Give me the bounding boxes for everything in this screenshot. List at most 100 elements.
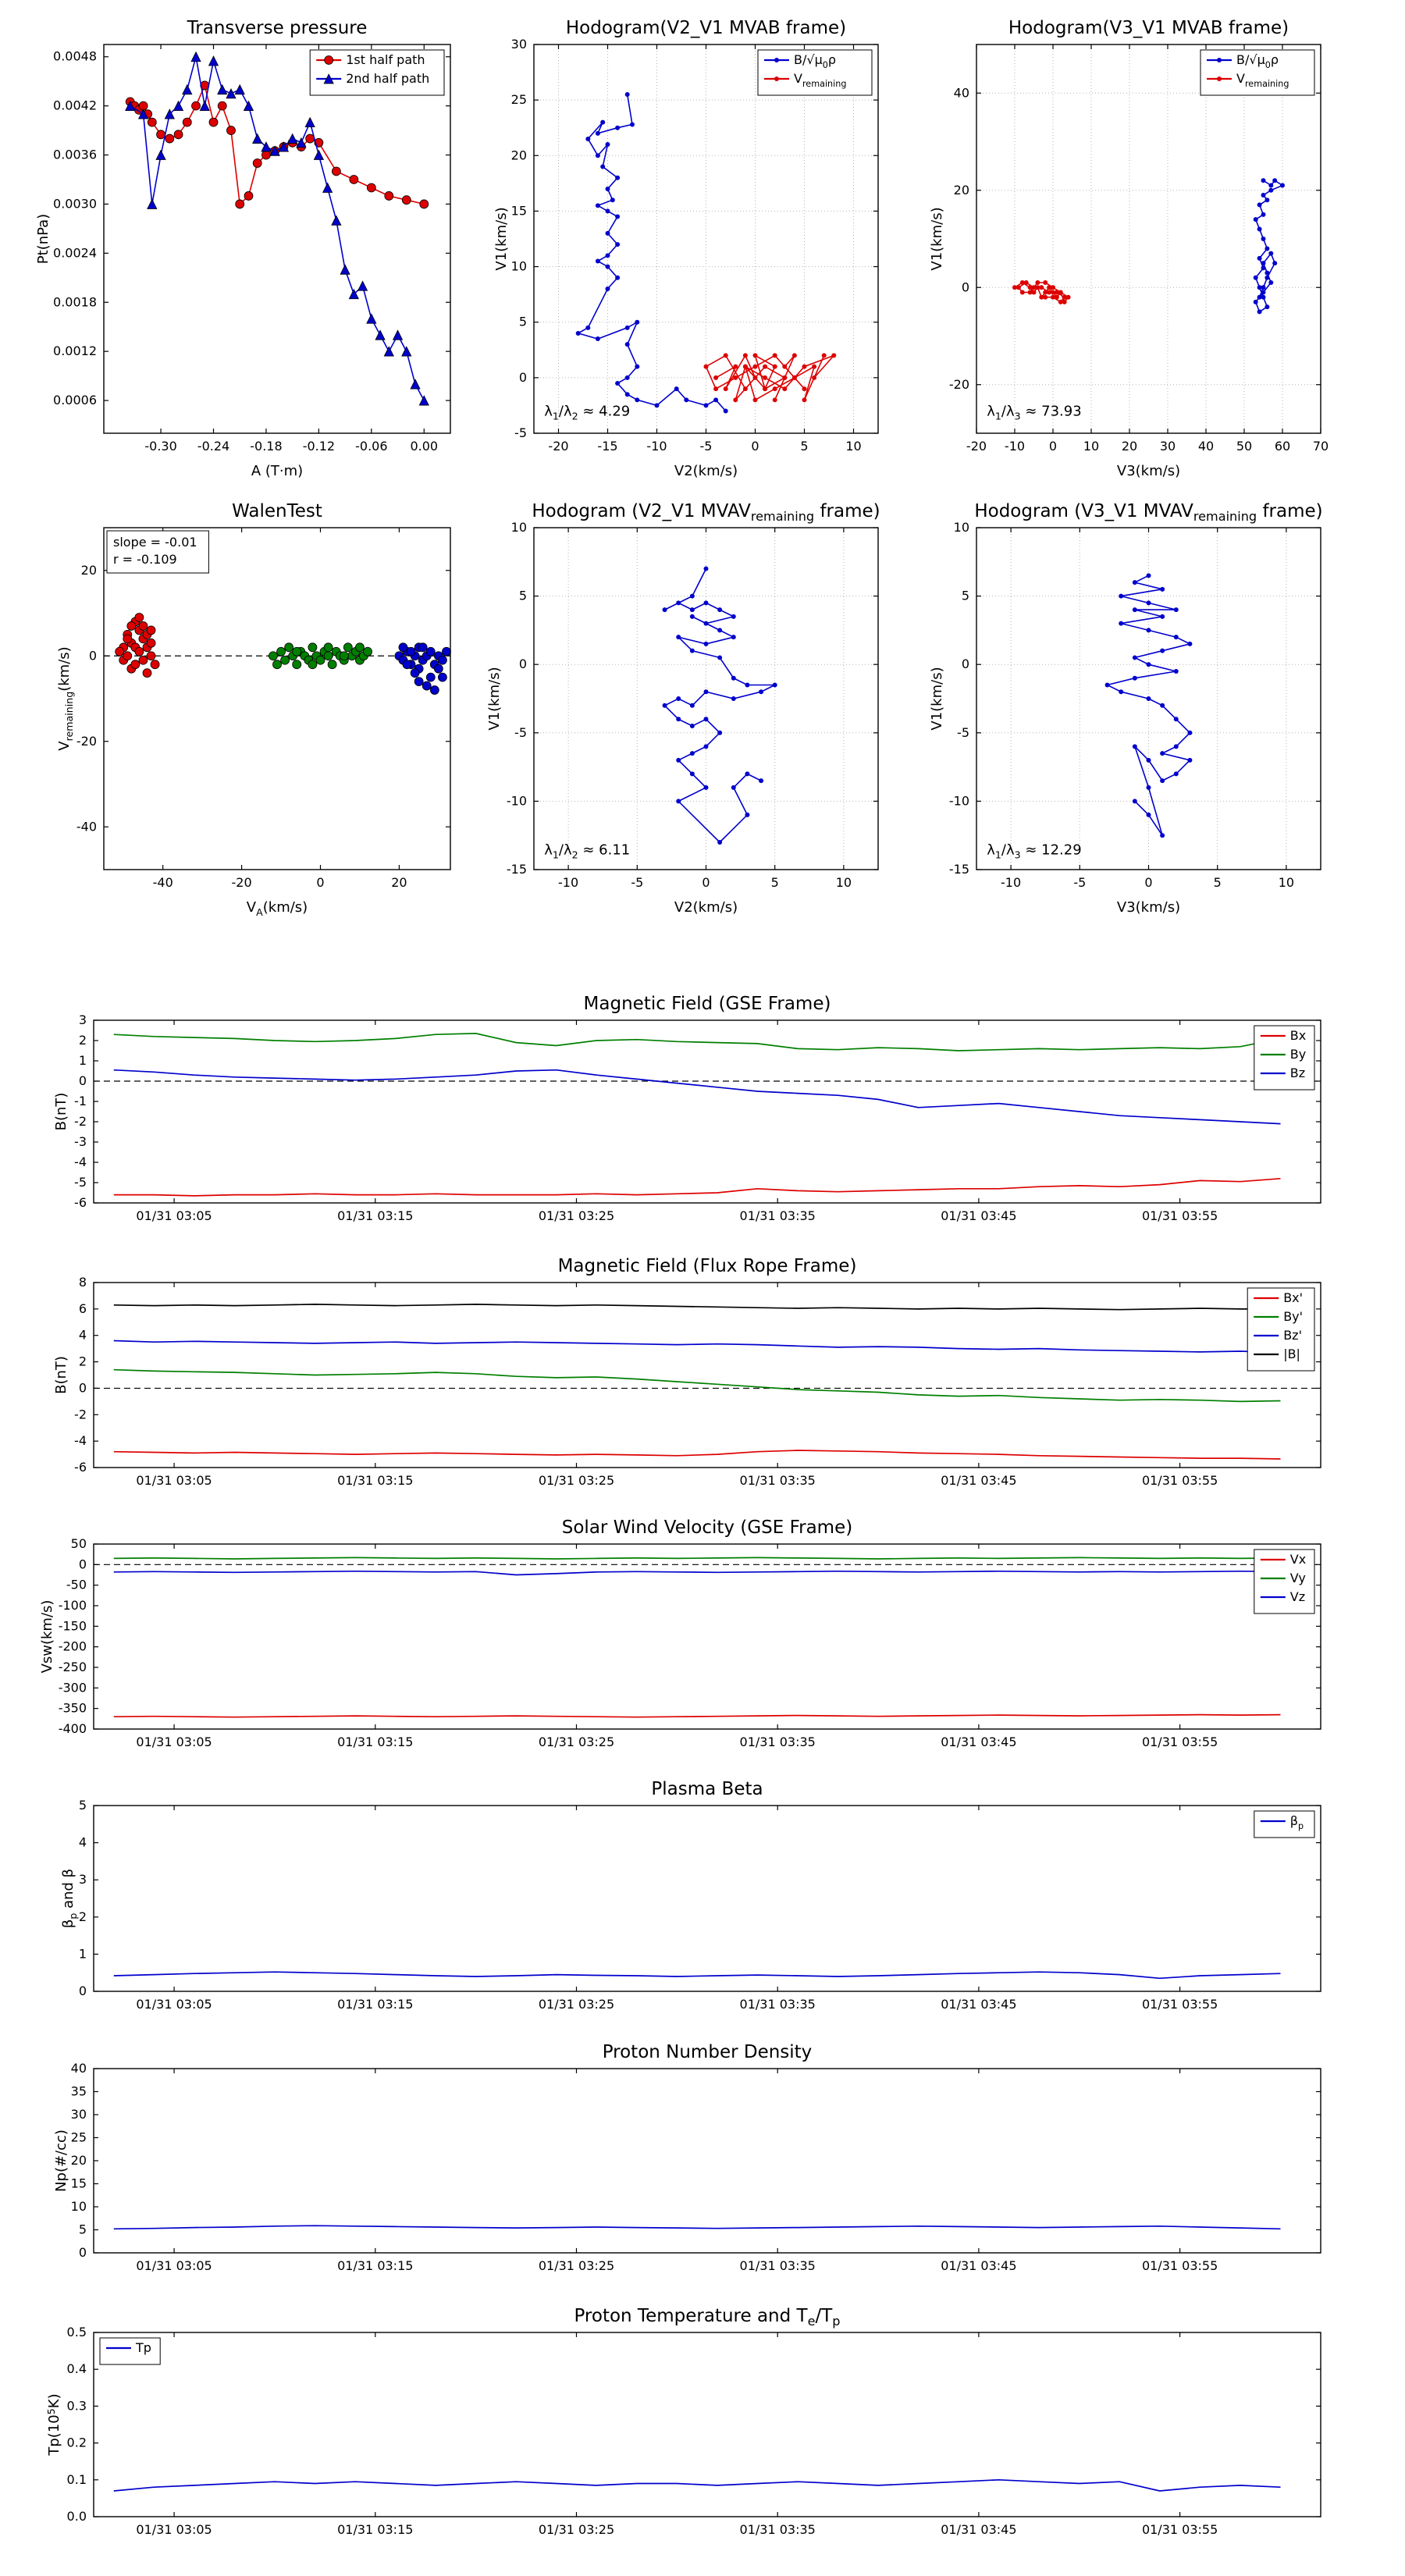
proton-temp-ytick: 0.0 — [67, 2509, 87, 2524]
walen-test-series-markers — [269, 642, 372, 670]
svg-text:Vx: Vx — [1290, 1552, 1306, 1567]
velocity-gse-xtick: 01/31 03:15 — [337, 1735, 413, 1749]
hodogram-v2v1-mvav-xtick: -10 — [558, 875, 578, 890]
proton-density-ytick: 0 — [79, 2245, 87, 2260]
walen-test-textbox: slope = -0.01 r = -0.109 — [106, 530, 209, 574]
proton-density-ytick: 30 — [71, 2107, 87, 2122]
walen-test-xtick: 20 — [391, 875, 407, 890]
walen-test-xtick: -20 — [232, 875, 252, 890]
mag-fluxrope-ytick: 0 — [79, 1380, 87, 1395]
velocity-gse-title: Solar Wind Velocity (GSE Frame) — [562, 1517, 852, 1538]
mag-fluxrope-xtick: 01/31 03:55 — [1142, 1473, 1218, 1488]
proton-temp-ytick: 0.3 — [67, 2398, 87, 2413]
hodogram-v2v1-mvav-ytick: -15 — [507, 862, 527, 877]
proton-density-ytick: 10 — [71, 2199, 87, 2214]
hodogram-v3v1-mvav-xtick: 10 — [1279, 875, 1294, 890]
svg-text:Tp: Tp — [135, 2340, 151, 2355]
svg-text:Vy: Vy — [1290, 1571, 1306, 1585]
velocity-gse-ytick: -150 — [59, 1618, 87, 1633]
velocity-gse-ytick: -100 — [59, 1598, 87, 1613]
mag-fluxrope-xtick: 01/31 03:05 — [136, 1473, 212, 1488]
svg-text:Vz: Vz — [1290, 1589, 1305, 1604]
velocity-gse-xtick: 01/31 03:45 — [941, 1735, 1016, 1749]
hodogram-v2v1-mvav-annotation: λ1/λ2 ≈ 6.11 — [544, 841, 630, 860]
plasma-beta-ytick: 0 — [79, 1984, 87, 1998]
plasma-beta-xtick: 01/31 03:15 — [337, 1997, 413, 2012]
svg-text:Bz': Bz' — [1283, 1328, 1302, 1343]
mag-fluxrope-ytick: 6 — [79, 1301, 87, 1316]
hodogram-v2v1-mvab-title: Hodogram(V2_V1 MVAB frame) — [566, 18, 846, 38]
hodogram-v3v1-mvav-xtick: 0 — [1144, 875, 1152, 890]
hodogram-v3v1-mvab-xtick: 20 — [1122, 439, 1137, 454]
hodogram-v3v1-mvav-ytick: 5 — [962, 589, 969, 603]
hodogram-v2v1-mvab-xtick: -20 — [548, 439, 568, 454]
proton-density-ylabel: Np(#/cc) — [53, 2129, 69, 2192]
hodogram-v2v1-mvav-xtick: 10 — [836, 875, 852, 890]
velocity-gse-xtick: 01/31 03:25 — [539, 1735, 614, 1749]
proton-density-xtick: 01/31 03:15 — [337, 2258, 413, 2273]
svg-text:Bz: Bz — [1290, 1066, 1305, 1080]
proton-temp-xtick: 01/31 03:35 — [740, 2522, 816, 2537]
transverse-pressure-legend: 1st half path 2nd half path — [309, 49, 445, 96]
mag-fluxrope-legend: Bx' By' Bz' |B| — [1247, 1287, 1315, 1372]
mag-fluxrope-xtick: 01/31 03:15 — [337, 1473, 413, 1488]
hodogram-v3v1-mvab-xtick: -20 — [966, 439, 987, 454]
proton-density-ytick: 25 — [71, 2130, 87, 2145]
velocity-gse-ytick: 50 — [71, 1536, 87, 1551]
hodogram-v2v1-mvab-xlabel: V2(km/s) — [674, 463, 738, 479]
mag-gse-ytick: -1 — [74, 1094, 87, 1108]
hodogram-v2v1-mvav-xtick: -5 — [631, 875, 643, 890]
svg-text:|B|: |B| — [1283, 1347, 1300, 1361]
hodogram-v3v1-mvav-xlabel: V3(km/s) — [1117, 899, 1180, 916]
plasma-beta-xtick: 01/31 03:05 — [136, 1997, 212, 2012]
proton-temp-xtick: 01/31 03:15 — [337, 2522, 413, 2537]
hodogram-v3v1-mvav-ytick: 10 — [954, 520, 969, 535]
mag-fluxrope-ylabel: B(nT) — [53, 1356, 69, 1394]
mag-gse-ytick: 2 — [79, 1033, 87, 1048]
svg-text:B/√μ0ρ: B/√μ0ρ — [794, 52, 836, 70]
mag-gse-xtick: 01/31 03:25 — [539, 1208, 614, 1223]
svg-text:1st half path: 1st half path — [346, 52, 425, 67]
hodogram-v3v1-mvab-xtick: 10 — [1083, 439, 1099, 454]
svg-text:By: By — [1290, 1047, 1306, 1062]
walen-test-series-markers — [394, 642, 451, 695]
svg-text:Bx': Bx' — [1283, 1290, 1303, 1305]
transverse-pressure-xtick: -0.12 — [303, 439, 335, 454]
walen-test-xtick: 0 — [316, 875, 324, 890]
proton-density-xtick: 01/31 03:55 — [1142, 2258, 1218, 2273]
mag-gse-xtick: 01/31 03:55 — [1142, 1208, 1218, 1223]
hodogram-v2v1-mvab-ytick: -5 — [514, 425, 527, 440]
proton-temp-legend: Tp — [99, 2337, 161, 2365]
transverse-pressure-series-markers — [125, 51, 429, 406]
hodogram-v2v1-mvav-ylabel: V1(km/s) — [486, 667, 503, 730]
mag-gse-ytick: 1 — [79, 1053, 87, 1068]
proton-density-ytick: 40 — [71, 2061, 87, 2076]
hodogram-v2v1-mvav-xtick: 0 — [702, 875, 710, 890]
proton-temp-xtick: 01/31 03:25 — [539, 2522, 614, 2537]
plasma-beta-xtick: 01/31 03:55 — [1142, 1997, 1218, 2012]
hodogram-v2v1-mvab-ylabel: V1(km/s) — [493, 207, 510, 270]
transverse-pressure-xtick: -0.18 — [250, 439, 282, 454]
hodogram-v2v1-mvab-series-markers — [703, 353, 837, 403]
hodogram-v2v1-mvab-chart: -20 -15 -10 -5 0 5 10 -5 0 5 10 15 20 25 30 Hodogram(V2… — [493, 18, 879, 479]
hodogram-v2v1-mvav-title: Hodogram (V2_V1 MVAVremaining frame) — [532, 501, 880, 524]
svg-text:βp: βp — [1290, 1813, 1304, 1831]
svg-text:2nd half path: 2nd half path — [346, 71, 429, 86]
proton-temp-title: Proton Temperature and Te/Tp — [574, 2306, 840, 2329]
mag-fluxrope-ytick: -6 — [74, 1460, 87, 1475]
plasma-beta-xtick: 01/31 03:35 — [740, 1997, 816, 2012]
mag-gse-ytick: 3 — [79, 1012, 87, 1027]
hodogram-v2v1-mvav-ytick: -10 — [507, 793, 527, 808]
mag-gse-xtick: 01/31 03:35 — [740, 1208, 816, 1223]
proton-temp-ytick: 0.1 — [67, 2472, 87, 2487]
velocity-gse-ytick: 0 — [79, 1557, 87, 1571]
proton-density-xtick: 01/31 03:25 — [539, 2258, 614, 2273]
hodogram-v2v1-mvav-chart: -10 -5 0 5 10 -15 -10 -5 0 5 10 Hodogram (V2_V1 MVA… — [486, 501, 880, 916]
velocity-gse-xtick: 01/31 03:55 — [1142, 1735, 1218, 1749]
hodogram-v3v1-mvav-ytick: -5 — [957, 725, 969, 740]
mag-fluxrope-xtick: 01/31 03:35 — [740, 1473, 816, 1488]
hodogram-v3v1-mvav-annotation: λ1/λ3 ≈ 12.29 — [987, 841, 1081, 860]
transverse-pressure-xtick: -0.24 — [197, 439, 229, 454]
